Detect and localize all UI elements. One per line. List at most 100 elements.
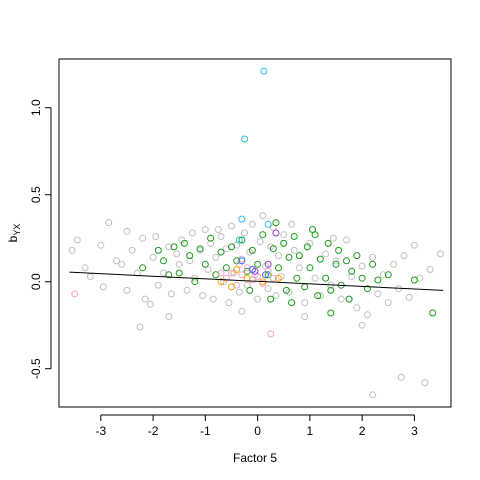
data-point <box>358 262 366 270</box>
x-tick-label: -2 <box>148 424 159 438</box>
data-point <box>175 269 183 277</box>
data-point <box>238 307 246 315</box>
data-point <box>165 243 173 251</box>
data-point <box>207 239 215 247</box>
data-point <box>217 269 225 277</box>
data-point <box>222 264 230 272</box>
data-point <box>183 286 191 294</box>
data-point <box>251 267 259 275</box>
data-point <box>186 252 194 260</box>
data-point <box>141 295 149 303</box>
data-point <box>272 292 280 300</box>
data-point <box>254 260 262 268</box>
data-point <box>426 266 434 273</box>
data-point <box>369 391 377 399</box>
data-point <box>207 234 215 242</box>
data-point <box>316 255 324 263</box>
data-point <box>222 274 230 282</box>
data-point <box>97 241 105 249</box>
x-tick-label: 3 <box>411 424 418 438</box>
data-point <box>390 260 397 268</box>
data-point <box>139 234 147 242</box>
data-point <box>275 274 282 282</box>
data-point <box>209 295 217 303</box>
data-point <box>175 260 183 268</box>
data-point <box>316 292 324 300</box>
data-point <box>180 239 188 247</box>
data-point <box>165 271 173 279</box>
data-point <box>170 243 178 251</box>
data-point <box>369 260 377 268</box>
data-point <box>348 273 356 280</box>
y-tick-label: 0.0 <box>29 273 43 290</box>
x-tick-label: 2 <box>359 424 366 438</box>
data-point <box>272 229 280 237</box>
x-tick-label: 0 <box>254 424 261 438</box>
data-point <box>358 321 366 329</box>
data-point <box>269 245 277 253</box>
data-point <box>345 295 353 303</box>
data-point <box>335 246 343 254</box>
data-point <box>149 253 157 261</box>
data-point <box>314 292 322 300</box>
data-point <box>324 239 332 247</box>
x-tick-label: -1 <box>200 424 211 438</box>
data-point <box>272 219 280 227</box>
data-point <box>217 248 225 256</box>
data-point <box>152 233 160 240</box>
data-point <box>374 276 382 284</box>
data-point <box>246 286 254 294</box>
data-point <box>68 246 76 254</box>
data-point <box>267 295 275 303</box>
data-point <box>437 250 444 258</box>
data-point <box>201 260 209 268</box>
data-point <box>363 311 371 319</box>
points-layer <box>68 67 444 399</box>
y-axis-label-main: b <box>6 235 20 242</box>
data-point <box>128 246 136 254</box>
data-point <box>348 267 356 275</box>
data-point <box>301 313 309 320</box>
data-point <box>384 271 392 279</box>
data-point <box>139 264 147 272</box>
data-point <box>282 286 290 294</box>
x-tick-label: 1 <box>307 424 314 438</box>
data-point <box>267 330 275 338</box>
data-point <box>154 281 162 289</box>
data-point <box>280 239 288 247</box>
y-axis-label-sub: YX <box>12 224 22 236</box>
data-point <box>238 215 246 223</box>
data-point <box>358 274 366 282</box>
data-point <box>264 260 272 268</box>
data-point <box>295 264 303 272</box>
data-point <box>322 274 330 282</box>
data-point <box>288 299 296 307</box>
data-point <box>290 246 298 254</box>
data-point <box>306 264 314 272</box>
data-point <box>353 252 361 260</box>
data-point <box>400 252 408 260</box>
data-point <box>186 257 194 265</box>
data-point <box>311 274 319 282</box>
data-point <box>217 278 225 286</box>
data-point <box>212 253 220 261</box>
data-point <box>228 222 235 230</box>
data-point <box>188 229 196 237</box>
data-point <box>225 299 233 307</box>
data-point <box>238 236 246 244</box>
data-point <box>235 236 243 244</box>
data-point <box>235 288 243 296</box>
data-point <box>123 286 131 294</box>
data-point <box>73 236 81 244</box>
data-point <box>201 226 209 233</box>
data-point <box>228 269 235 277</box>
y-tick-label: -0.5 <box>29 358 43 379</box>
data-point <box>241 135 248 143</box>
data-point <box>329 234 337 242</box>
data-point <box>136 323 144 331</box>
data-point <box>410 276 418 284</box>
data-point <box>405 293 413 301</box>
data-point <box>285 253 293 261</box>
data-point <box>165 313 173 320</box>
data-point <box>105 219 113 227</box>
